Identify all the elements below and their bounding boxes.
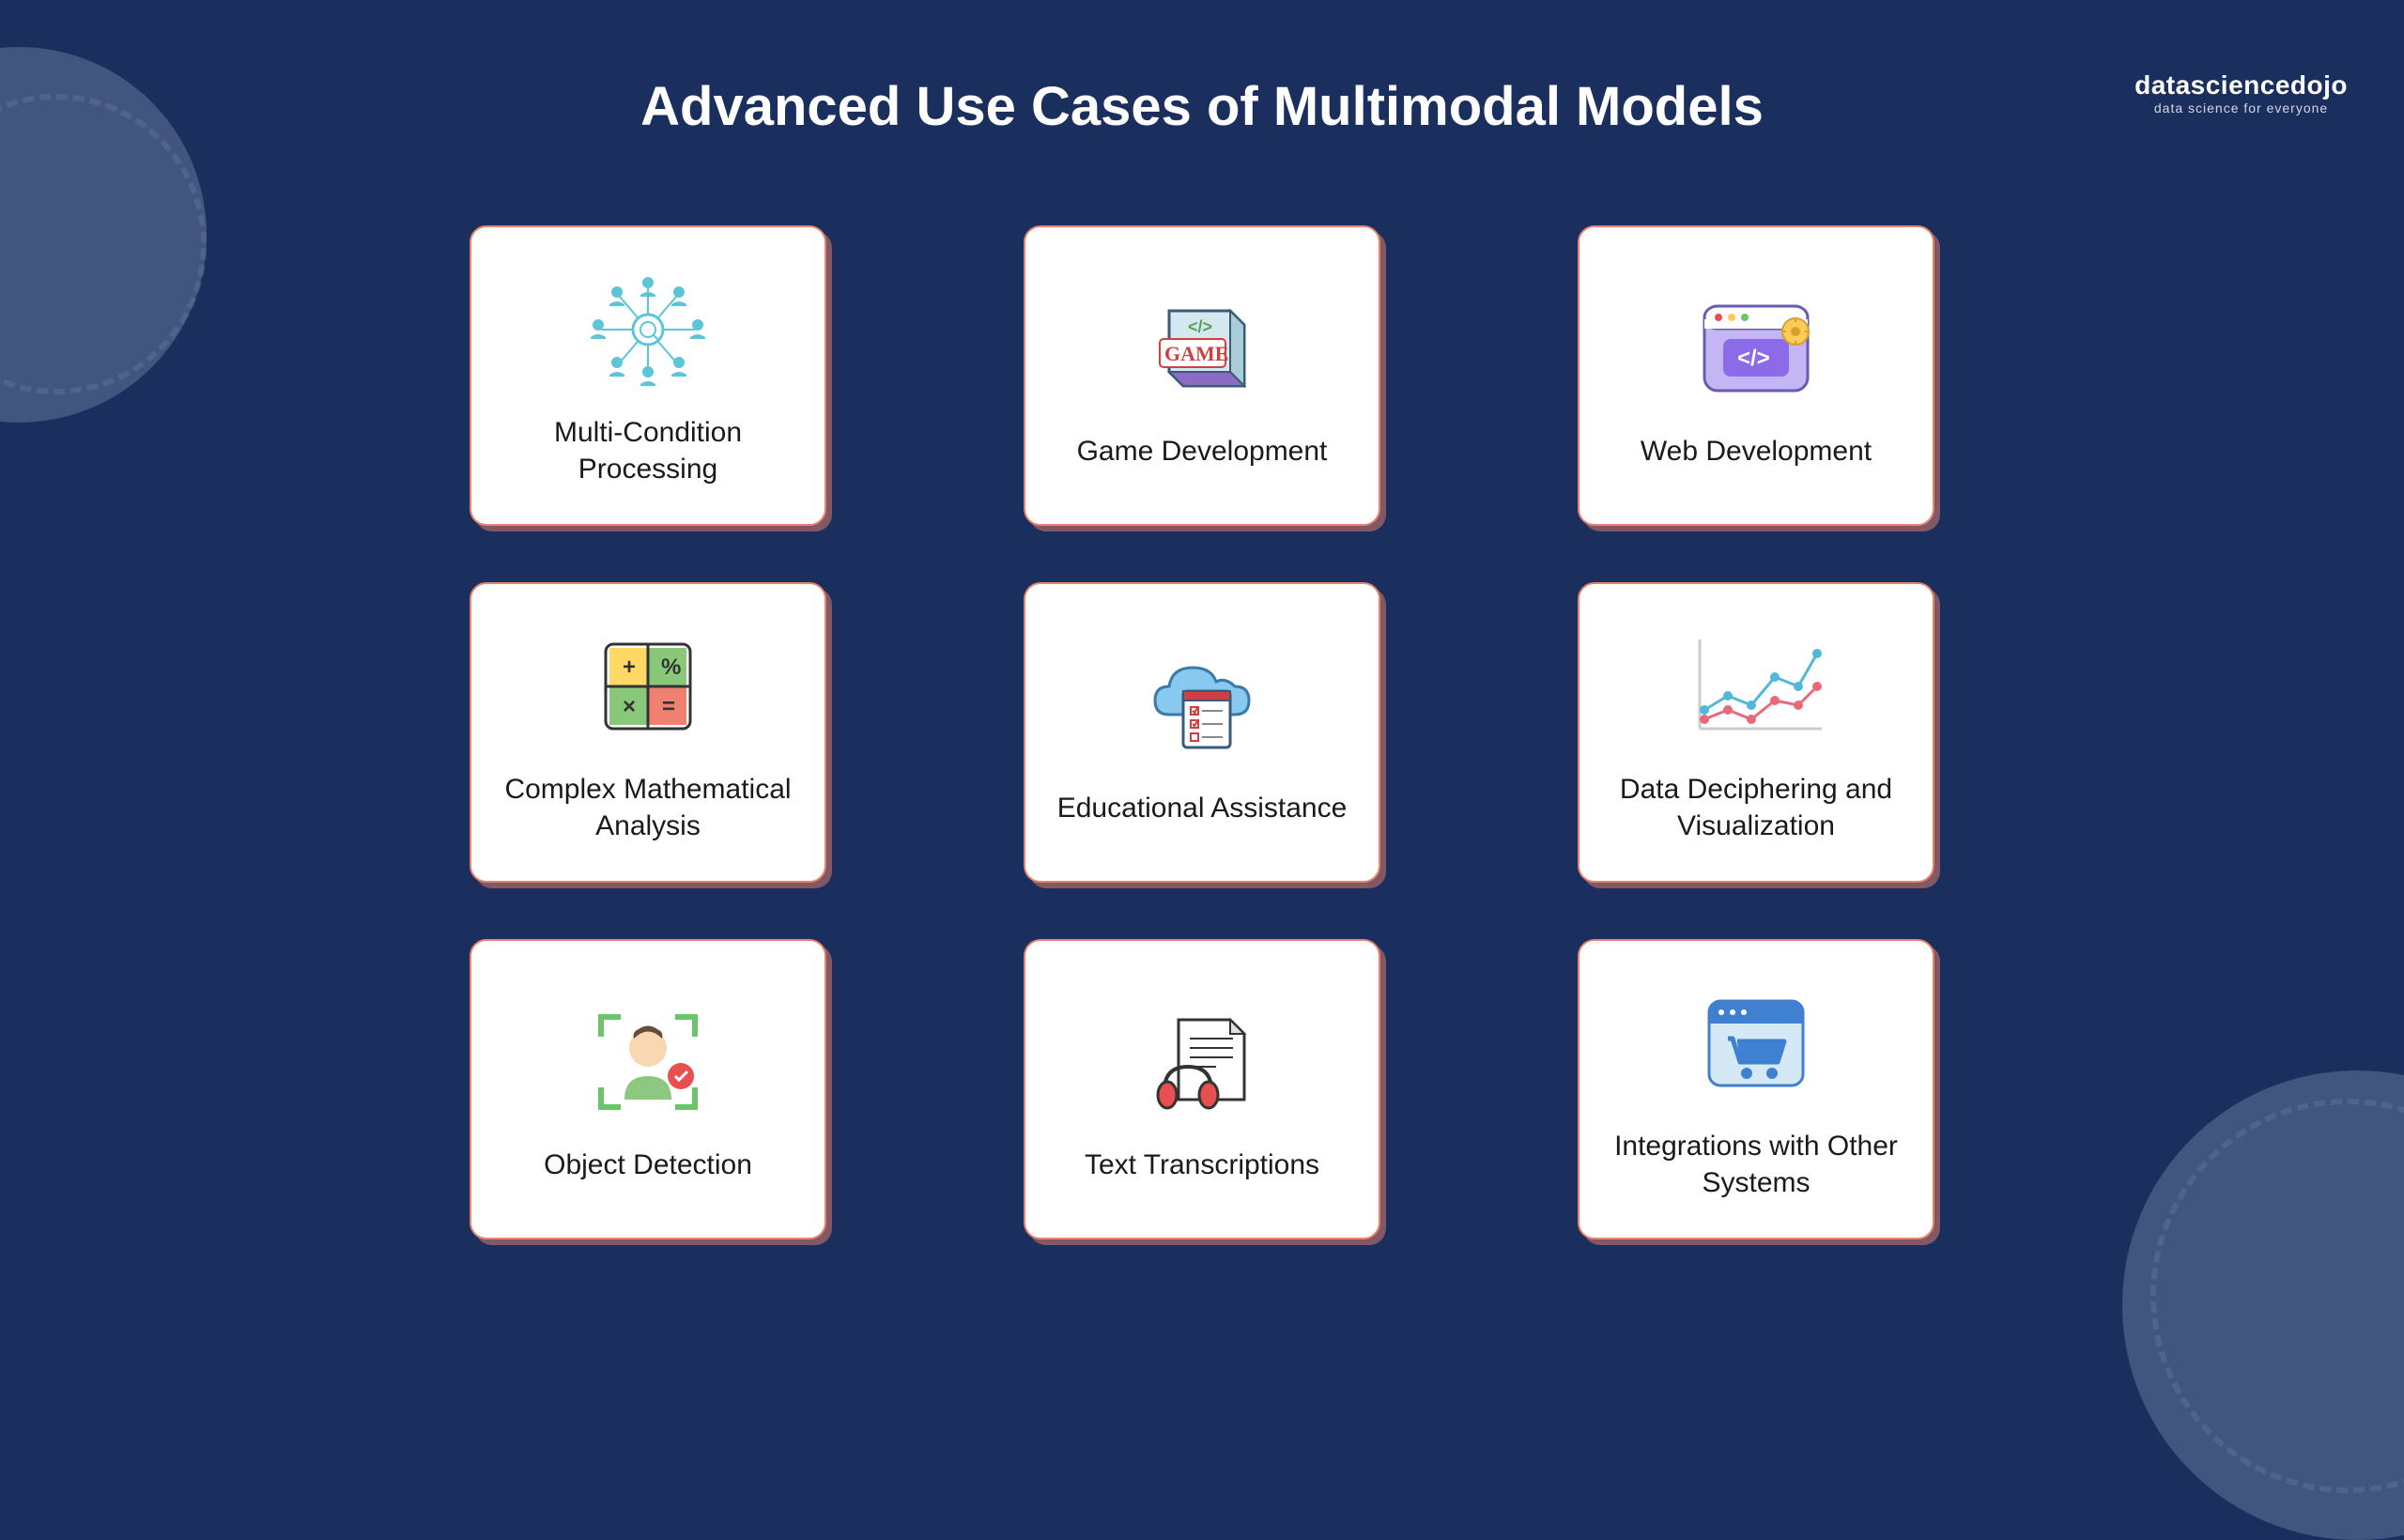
card-label: Multi-Condition Processing <box>490 414 806 487</box>
card-math: + % × = Complex Mathematical Analysis <box>470 582 826 883</box>
card-label: Object Detection <box>544 1147 752 1183</box>
cards-grid: Multi-Condition Processing </> GAME Game… <box>470 225 1934 1240</box>
card-label: Educational Assistance <box>1057 790 1348 826</box>
game-box-icon: </> GAME <box>1136 283 1268 414</box>
brand-logo: datasciencedojo data science for everyon… <box>2134 70 2348 116</box>
line-chart-icon <box>1686 621 1826 752</box>
code-window-icon: </> <box>1690 283 1822 414</box>
cart-window-icon <box>1695 978 1817 1109</box>
card-label: Web Development <box>1641 433 1872 470</box>
svg-text:=: = <box>662 694 675 719</box>
network-people-icon <box>578 264 718 395</box>
svg-text:GAME: GAME <box>1164 342 1228 365</box>
card-data-viz: Data Deciphering and Visualization <box>1578 582 1934 883</box>
cloud-doc-icon <box>1136 639 1268 771</box>
calculator-icon: + % × = <box>596 621 700 752</box>
card-education: Educational Assistance <box>1024 582 1380 883</box>
card-label: Integrations with Other Systems <box>1598 1128 1914 1201</box>
svg-text:</>: </> <box>1188 317 1212 336</box>
logo-main: datasciencedojo <box>2134 70 2348 100</box>
svg-text:+: + <box>623 654 636 680</box>
card-integrations: Integrations with Other Systems <box>1578 939 1934 1240</box>
svg-text:×: × <box>623 694 636 719</box>
card-label: Game Development <box>1077 433 1328 470</box>
headphone-doc-icon <box>1141 996 1263 1128</box>
card-game-dev: </> GAME Game Development <box>1024 225 1380 526</box>
card-label: Data Deciphering and Visualization <box>1598 771 1914 844</box>
card-label: Text Transcriptions <box>1085 1147 1319 1183</box>
card-web-dev: </> Web Development <box>1578 225 1934 526</box>
card-label: Complex Mathematical Analysis <box>490 771 806 844</box>
logo-sub: data science for everyone <box>2154 100 2328 116</box>
card-multi-condition: Multi-Condition Processing <box>470 225 826 526</box>
card-object-detect: Object Detection <box>470 939 826 1240</box>
card-transcription: Text Transcriptions <box>1024 939 1380 1240</box>
svg-text:</>: </> <box>1737 346 1770 371</box>
page-title: Advanced Use Cases of Multimodal Models <box>640 75 1764 138</box>
header: Advanced Use Cases of Multimodal Models <box>0 75 2404 138</box>
face-detect-icon <box>587 996 709 1128</box>
svg-text:%: % <box>661 654 681 680</box>
